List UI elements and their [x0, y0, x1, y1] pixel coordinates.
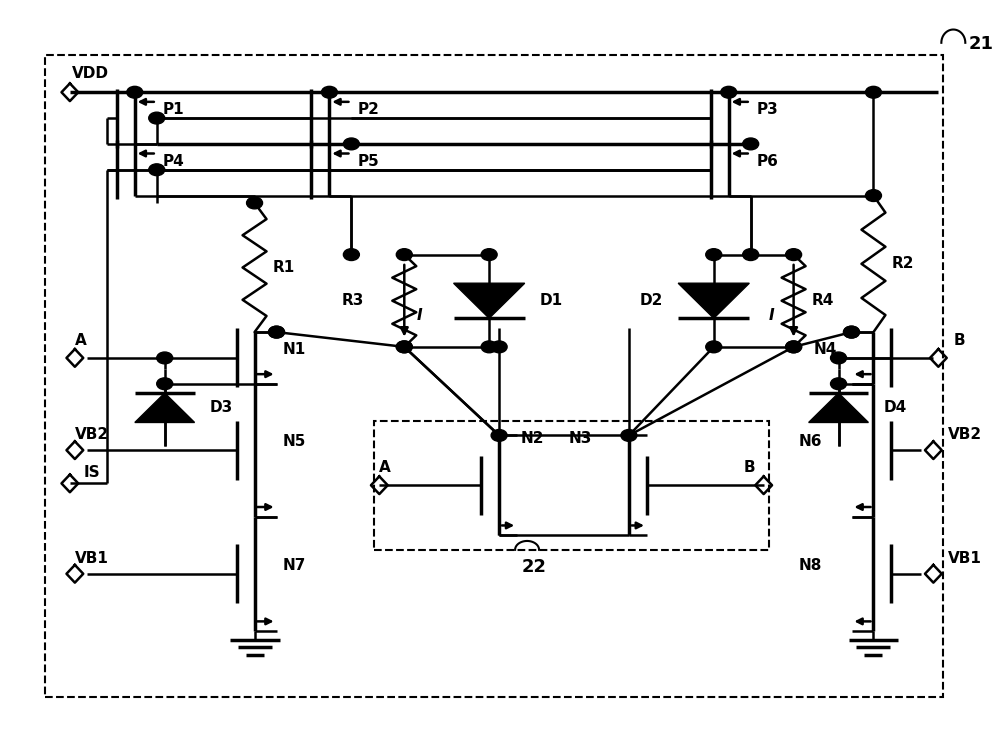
Text: P6: P6: [757, 154, 779, 169]
Text: IS: IS: [84, 466, 100, 480]
Circle shape: [343, 138, 359, 150]
Circle shape: [157, 352, 173, 364]
Circle shape: [786, 341, 802, 353]
Text: N4: N4: [814, 342, 837, 357]
Text: B: B: [744, 460, 755, 475]
Circle shape: [706, 249, 722, 261]
Text: P1: P1: [163, 103, 184, 117]
Polygon shape: [135, 393, 195, 422]
Text: N2: N2: [521, 431, 545, 446]
Circle shape: [844, 326, 859, 338]
Text: P2: P2: [357, 103, 379, 117]
Circle shape: [269, 326, 285, 338]
Text: N6: N6: [799, 435, 822, 449]
Text: D2: D2: [640, 293, 663, 308]
Text: D3: D3: [210, 400, 233, 415]
Circle shape: [396, 341, 412, 353]
Circle shape: [127, 86, 143, 98]
Text: N5: N5: [283, 435, 306, 449]
Text: N8: N8: [799, 558, 822, 573]
Circle shape: [269, 326, 285, 338]
Circle shape: [481, 341, 497, 353]
Text: VB2: VB2: [948, 427, 982, 442]
Circle shape: [481, 249, 497, 261]
Circle shape: [831, 352, 847, 364]
Circle shape: [706, 341, 722, 353]
Circle shape: [491, 430, 507, 441]
Bar: [374, 421, 769, 550]
Text: R1: R1: [273, 260, 295, 275]
Circle shape: [149, 112, 165, 124]
Text: I: I: [769, 308, 774, 323]
Text: VB1: VB1: [75, 551, 109, 566]
Circle shape: [157, 378, 173, 390]
Circle shape: [491, 341, 507, 353]
Text: R2: R2: [891, 256, 914, 272]
Text: D1: D1: [540, 293, 563, 308]
Circle shape: [865, 86, 881, 98]
Text: D4: D4: [883, 400, 907, 415]
Text: VB1: VB1: [948, 551, 982, 566]
Circle shape: [721, 86, 737, 98]
Text: A: A: [379, 460, 391, 475]
Circle shape: [844, 326, 859, 338]
Circle shape: [743, 138, 759, 150]
Circle shape: [831, 378, 847, 390]
Circle shape: [396, 341, 412, 353]
Text: P3: P3: [757, 103, 778, 117]
Text: VB2: VB2: [75, 427, 109, 442]
Text: I: I: [416, 308, 422, 323]
Circle shape: [396, 249, 412, 261]
Polygon shape: [454, 283, 525, 318]
Circle shape: [343, 249, 359, 261]
Text: P5: P5: [357, 154, 379, 169]
Text: R3: R3: [342, 293, 364, 308]
Text: A: A: [75, 333, 87, 348]
Circle shape: [321, 86, 337, 98]
Text: N3: N3: [569, 431, 592, 446]
Circle shape: [786, 249, 802, 261]
Text: 21: 21: [968, 35, 993, 53]
Text: P4: P4: [163, 154, 184, 169]
Bar: [45, 55, 943, 697]
Text: B: B: [953, 333, 965, 348]
Text: 22: 22: [522, 558, 547, 576]
Polygon shape: [678, 283, 749, 318]
Circle shape: [247, 197, 263, 209]
Circle shape: [743, 249, 759, 261]
Circle shape: [786, 341, 802, 353]
Polygon shape: [809, 393, 868, 422]
Circle shape: [149, 164, 165, 176]
Text: VDD: VDD: [72, 66, 109, 81]
Circle shape: [865, 190, 881, 201]
Text: N1: N1: [283, 342, 306, 357]
Text: N7: N7: [283, 558, 306, 573]
Circle shape: [621, 430, 637, 441]
Text: R4: R4: [812, 293, 834, 308]
